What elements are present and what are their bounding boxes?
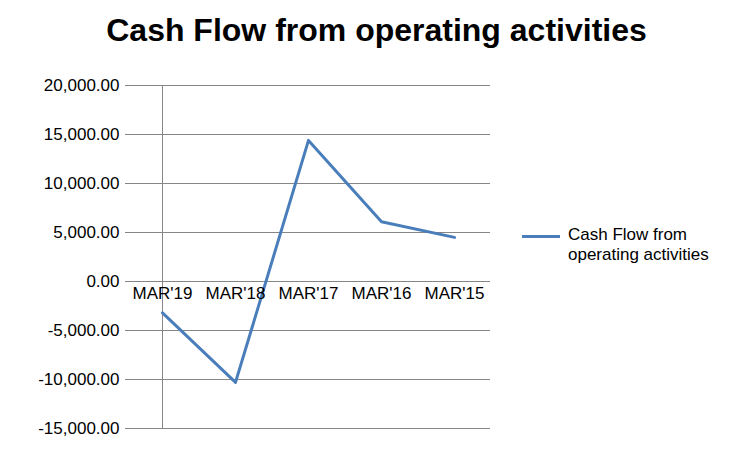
svg-text:MAR'18: MAR'18 [206,284,266,303]
svg-text:MAR'15: MAR'15 [425,284,485,303]
svg-text:20,000.00: 20,000.00 [44,76,120,95]
svg-text:0.00: 0.00 [86,272,119,291]
svg-text:MAR'19: MAR'19 [133,284,193,303]
html-text:Cash Flow from operating activ: Cash Flow from operating activities [106,12,647,48]
svg-text:10,000.00: 10,000.00 [44,174,120,193]
svg-text:-15,000.00: -15,000.00 [38,419,119,438]
svg-text:MAR'16: MAR'16 [352,284,412,303]
svg-text:5,000.00: 5,000.00 [53,223,119,242]
html-text:Cash Flow from operating activ: Cash Flow from operating activities [568,225,709,264]
svg-text:15,000.00: 15,000.00 [44,125,120,144]
svg-text:-5,000.00: -5,000.00 [48,321,120,340]
svg-text:MAR'17: MAR'17 [279,284,339,303]
svg-text:-10,000.00: -10,000.00 [38,370,119,389]
